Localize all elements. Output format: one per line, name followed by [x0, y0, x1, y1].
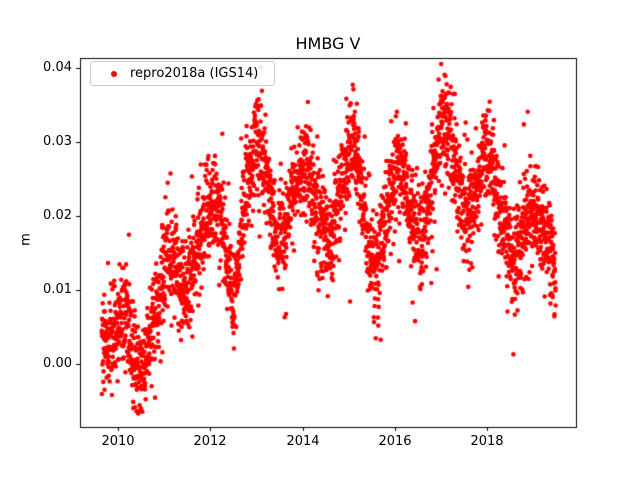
x-tick-label: 2014 — [286, 434, 320, 449]
y-tick-label: 0.03 — [43, 134, 72, 149]
x-tick-label: 2018 — [470, 434, 504, 449]
x-tick-label: 2010 — [101, 434, 135, 449]
legend-label: repro2018a (IGS14) — [130, 66, 259, 81]
x-tick-label: 2012 — [193, 434, 227, 449]
y-tick-label: 0.01 — [43, 282, 72, 297]
y-tick-label: 0.04 — [43, 60, 72, 75]
y-tick-label: 0.02 — [43, 208, 72, 223]
legend-marker-dot-icon — [111, 70, 117, 77]
y-tick-label: 0.00 — [43, 356, 72, 371]
x-tick-label: 2016 — [378, 434, 412, 449]
legend: repro2018a (IGS14) — [90, 61, 276, 86]
y-axis-label: m — [18, 233, 34, 246]
chart-title: HMBG V — [295, 34, 361, 53]
